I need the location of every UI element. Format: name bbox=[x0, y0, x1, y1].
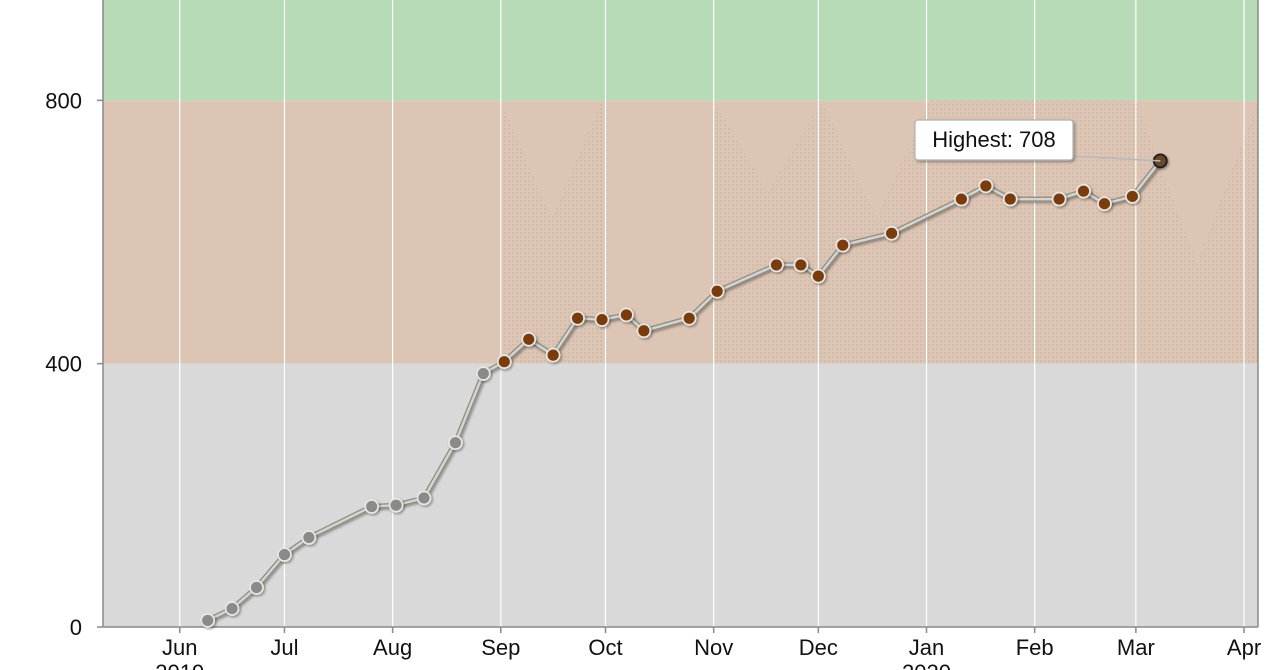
band-2 bbox=[103, 0, 1258, 101]
x-tick-label-1: Jul bbox=[270, 635, 298, 660]
data-point-6[interactable] bbox=[388, 497, 404, 513]
data-point-8[interactable] bbox=[448, 435, 463, 451]
data-point-4[interactable] bbox=[301, 530, 317, 545]
data-point-2[interactable] bbox=[249, 580, 264, 595]
data-point-23[interactable] bbox=[884, 225, 900, 241]
x-tick-sublabel-0: 2019 bbox=[155, 660, 204, 670]
x-tick-label-4: Oct bbox=[588, 635, 622, 660]
dotted-texture-areas bbox=[500, 100, 1258, 364]
data-point-3[interactable] bbox=[277, 547, 292, 562]
data-point-19[interactable] bbox=[769, 257, 784, 273]
texture-area-1 bbox=[713, 100, 822, 364]
data-point-21[interactable] bbox=[810, 268, 826, 284]
data-point-7[interactable] bbox=[416, 490, 432, 506]
data-point-27[interactable] bbox=[1051, 191, 1067, 207]
texture-area-0 bbox=[500, 100, 602, 364]
x-tick-label-10: Apr bbox=[1227, 635, 1261, 660]
x-tick-label-6: Dec bbox=[799, 635, 838, 660]
data-point-1[interactable] bbox=[224, 601, 240, 616]
annotation-connector bbox=[1070, 155, 1161, 162]
data-point-15[interactable] bbox=[619, 307, 634, 323]
texture-area-3 bbox=[929, 100, 1136, 364]
texture-area-2 bbox=[821, 100, 930, 364]
data-point-24[interactable] bbox=[953, 191, 969, 207]
vertical-gridlines bbox=[179, 0, 1245, 627]
data-point-29[interactable] bbox=[1097, 196, 1112, 212]
data-point-14[interactable] bbox=[594, 312, 610, 327]
x-tick-label-2: Aug bbox=[373, 635, 412, 660]
y-tick-label-0: 0 bbox=[70, 615, 82, 640]
data-point-0[interactable] bbox=[200, 613, 216, 628]
data-point-12[interactable] bbox=[545, 347, 561, 363]
data-points bbox=[200, 153, 1168, 628]
data-point-18[interactable] bbox=[709, 283, 725, 299]
data-point-9[interactable] bbox=[475, 366, 491, 381]
highest-annotation: Highest: 708 bbox=[914, 119, 1161, 162]
data-point-22[interactable] bbox=[835, 237, 851, 253]
data-point-26[interactable] bbox=[1002, 191, 1018, 207]
y-tick-label-2: 800 bbox=[45, 88, 82, 113]
y-axis-tick-labels: 0 400 800 bbox=[45, 88, 82, 640]
axes bbox=[97, 0, 1259, 633]
x-tick-label-0: Jun bbox=[162, 635, 197, 660]
data-point-13[interactable] bbox=[570, 310, 585, 326]
y-tick-label-1: 400 bbox=[45, 352, 82, 377]
x-axis-tick-labels: Jun2019 Jul Aug Sep Oct Nov Dec Jan2020 Feb Mar Ap… bbox=[155, 635, 1261, 670]
x-tick-sublabel-7: 2020 bbox=[902, 660, 951, 670]
data-point-5[interactable] bbox=[364, 499, 380, 514]
annotation-label: Highest: 708 bbox=[932, 127, 1056, 152]
x-tick-label-7: Jan bbox=[909, 635, 944, 660]
data-point-28[interactable] bbox=[1076, 183, 1091, 199]
data-point-30[interactable] bbox=[1124, 189, 1140, 204]
data-point-17[interactable] bbox=[681, 310, 697, 326]
data-point-16[interactable] bbox=[636, 323, 652, 339]
annotation-box bbox=[914, 119, 1074, 161]
data-point-25[interactable] bbox=[978, 178, 994, 194]
data-point-20[interactable] bbox=[793, 257, 809, 273]
x-tick-label-3: Sep bbox=[481, 635, 520, 660]
x-tick-label-8: Feb bbox=[1016, 635, 1054, 660]
x-tick-label-5: Nov bbox=[694, 635, 733, 660]
x-tick-label-9: Mar bbox=[1117, 635, 1155, 660]
band-0 bbox=[103, 363, 1258, 627]
data-point-10[interactable] bbox=[496, 354, 512, 370]
data-point-11[interactable] bbox=[521, 331, 537, 347]
texture-area-4 bbox=[1135, 100, 1258, 364]
